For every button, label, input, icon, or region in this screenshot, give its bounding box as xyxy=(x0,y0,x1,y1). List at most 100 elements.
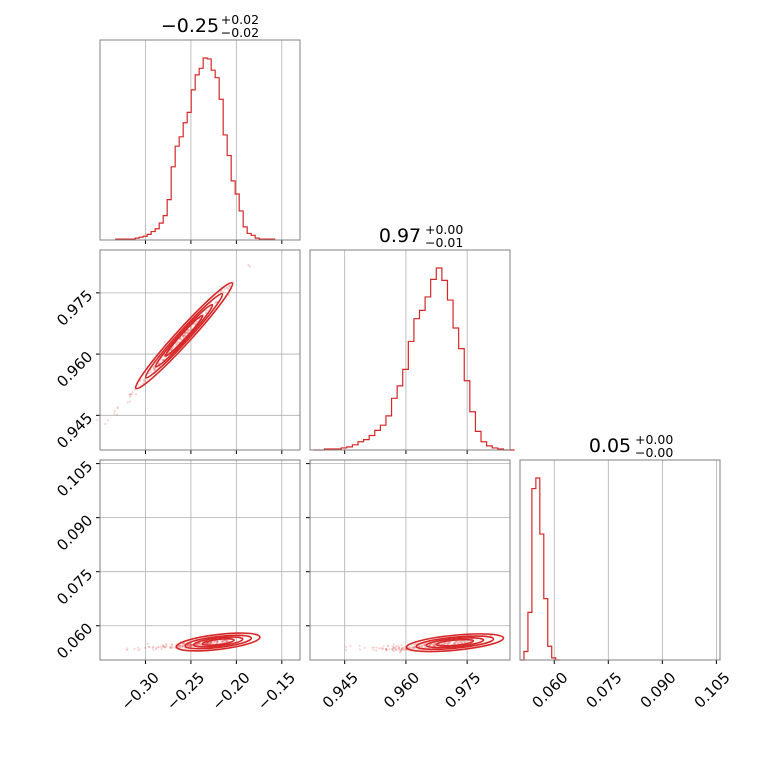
scatter-point xyxy=(138,648,141,651)
scatter-point xyxy=(209,641,212,644)
scatter-point xyxy=(188,328,191,332)
scatter-point xyxy=(385,649,388,652)
scatter-point xyxy=(147,645,150,648)
contour-level-0 xyxy=(175,632,261,652)
scatter-point xyxy=(394,646,397,650)
x-tick-label: 0.075 xyxy=(583,669,626,712)
scatter-point xyxy=(157,646,160,649)
scatter-point xyxy=(430,643,433,646)
scatter-point xyxy=(128,393,132,396)
scatter-point xyxy=(423,643,426,646)
scatter-point xyxy=(193,322,196,326)
scatter-point xyxy=(199,643,202,646)
scatter-point xyxy=(391,649,394,652)
scatter-point xyxy=(126,647,129,650)
title-lower-2: −0.00 xyxy=(635,445,673,460)
histogram-1 xyxy=(313,267,515,451)
scatter-point xyxy=(415,642,418,645)
y-tick-label: 0.105 xyxy=(53,457,96,500)
scatter-point xyxy=(113,410,116,413)
scatter-point xyxy=(401,647,405,650)
contour-level-0 xyxy=(405,633,505,653)
scatter-point xyxy=(170,642,174,646)
scatter-point xyxy=(392,649,395,653)
scatter-point xyxy=(104,422,107,426)
scatter-point xyxy=(458,640,462,644)
scatter-point xyxy=(413,646,416,649)
scatter-point xyxy=(179,646,183,649)
scatter-point xyxy=(128,393,131,396)
scatter-point xyxy=(189,645,192,648)
scatter-point xyxy=(184,334,187,337)
scatter-point xyxy=(213,640,216,643)
scatter-point xyxy=(385,648,388,652)
contour-level-2 xyxy=(154,303,214,368)
scatter-point xyxy=(160,648,163,651)
scatter-point xyxy=(216,640,219,643)
scatter-point xyxy=(170,647,173,650)
scatter-point xyxy=(186,330,189,334)
scatter-point xyxy=(130,393,133,396)
scatter-point xyxy=(129,393,132,396)
scatter-point xyxy=(446,642,449,645)
scatter-point xyxy=(204,642,207,645)
scatter-point xyxy=(401,646,404,649)
y-tick-label: 0.060 xyxy=(53,619,96,662)
title-upper-0: +0.02 xyxy=(221,12,259,27)
panel-title-1: 0.97 xyxy=(379,225,421,247)
scatter-point xyxy=(209,641,212,644)
scatter-point xyxy=(176,340,179,343)
scatter-point xyxy=(204,311,207,314)
scatter-point xyxy=(221,290,225,294)
scatter-point xyxy=(178,337,182,340)
scatter-point xyxy=(153,367,157,370)
scatter-point xyxy=(206,642,209,645)
scatter-point xyxy=(208,641,211,644)
scatter-point xyxy=(182,642,185,645)
scatter-point xyxy=(153,368,156,371)
scatter-point xyxy=(152,368,155,371)
scatter-point xyxy=(460,640,463,643)
scatter-point xyxy=(182,334,185,337)
scatter-point xyxy=(223,288,226,291)
scatter-point xyxy=(455,640,458,644)
scatter-point xyxy=(394,648,397,651)
scatter-point xyxy=(181,645,184,648)
scatter-point xyxy=(386,645,390,648)
scatter-point xyxy=(147,372,151,375)
scatter-point xyxy=(191,644,194,647)
scatter-point xyxy=(115,413,119,416)
scatter-point xyxy=(173,646,176,649)
scatter-point xyxy=(206,642,209,645)
scatter-point xyxy=(452,642,455,645)
scatter-point xyxy=(358,648,362,651)
scatter-point xyxy=(96,418,99,422)
panel-title-2: 0.05 xyxy=(589,435,631,457)
scatter-point xyxy=(209,642,212,645)
scatter-point xyxy=(372,646,375,649)
scatter-point xyxy=(475,639,479,642)
scatter-point xyxy=(433,644,436,647)
scatter-point xyxy=(349,644,352,647)
scatter-point xyxy=(215,640,219,643)
scatter-point xyxy=(205,641,209,645)
scatter-point xyxy=(163,340,166,343)
scatter-point xyxy=(169,646,173,649)
scatter-point xyxy=(175,343,178,346)
scatter-point xyxy=(433,644,436,647)
scatter-point xyxy=(155,647,158,651)
scatter-point xyxy=(431,643,434,646)
scatter-point xyxy=(392,646,396,649)
scatter-point xyxy=(162,645,166,648)
scatter-point xyxy=(447,642,450,645)
contour-level-3 xyxy=(164,314,204,357)
scatter-point xyxy=(227,294,230,297)
scatter-point xyxy=(195,320,199,324)
x-tick-label: −0.30 xyxy=(118,669,163,714)
scatter-point xyxy=(399,649,402,652)
scatter-point xyxy=(189,643,192,646)
contour-level-1 xyxy=(144,292,224,379)
scatter-point xyxy=(144,380,147,383)
scatter-point xyxy=(170,643,173,646)
scatter-point xyxy=(463,640,467,644)
